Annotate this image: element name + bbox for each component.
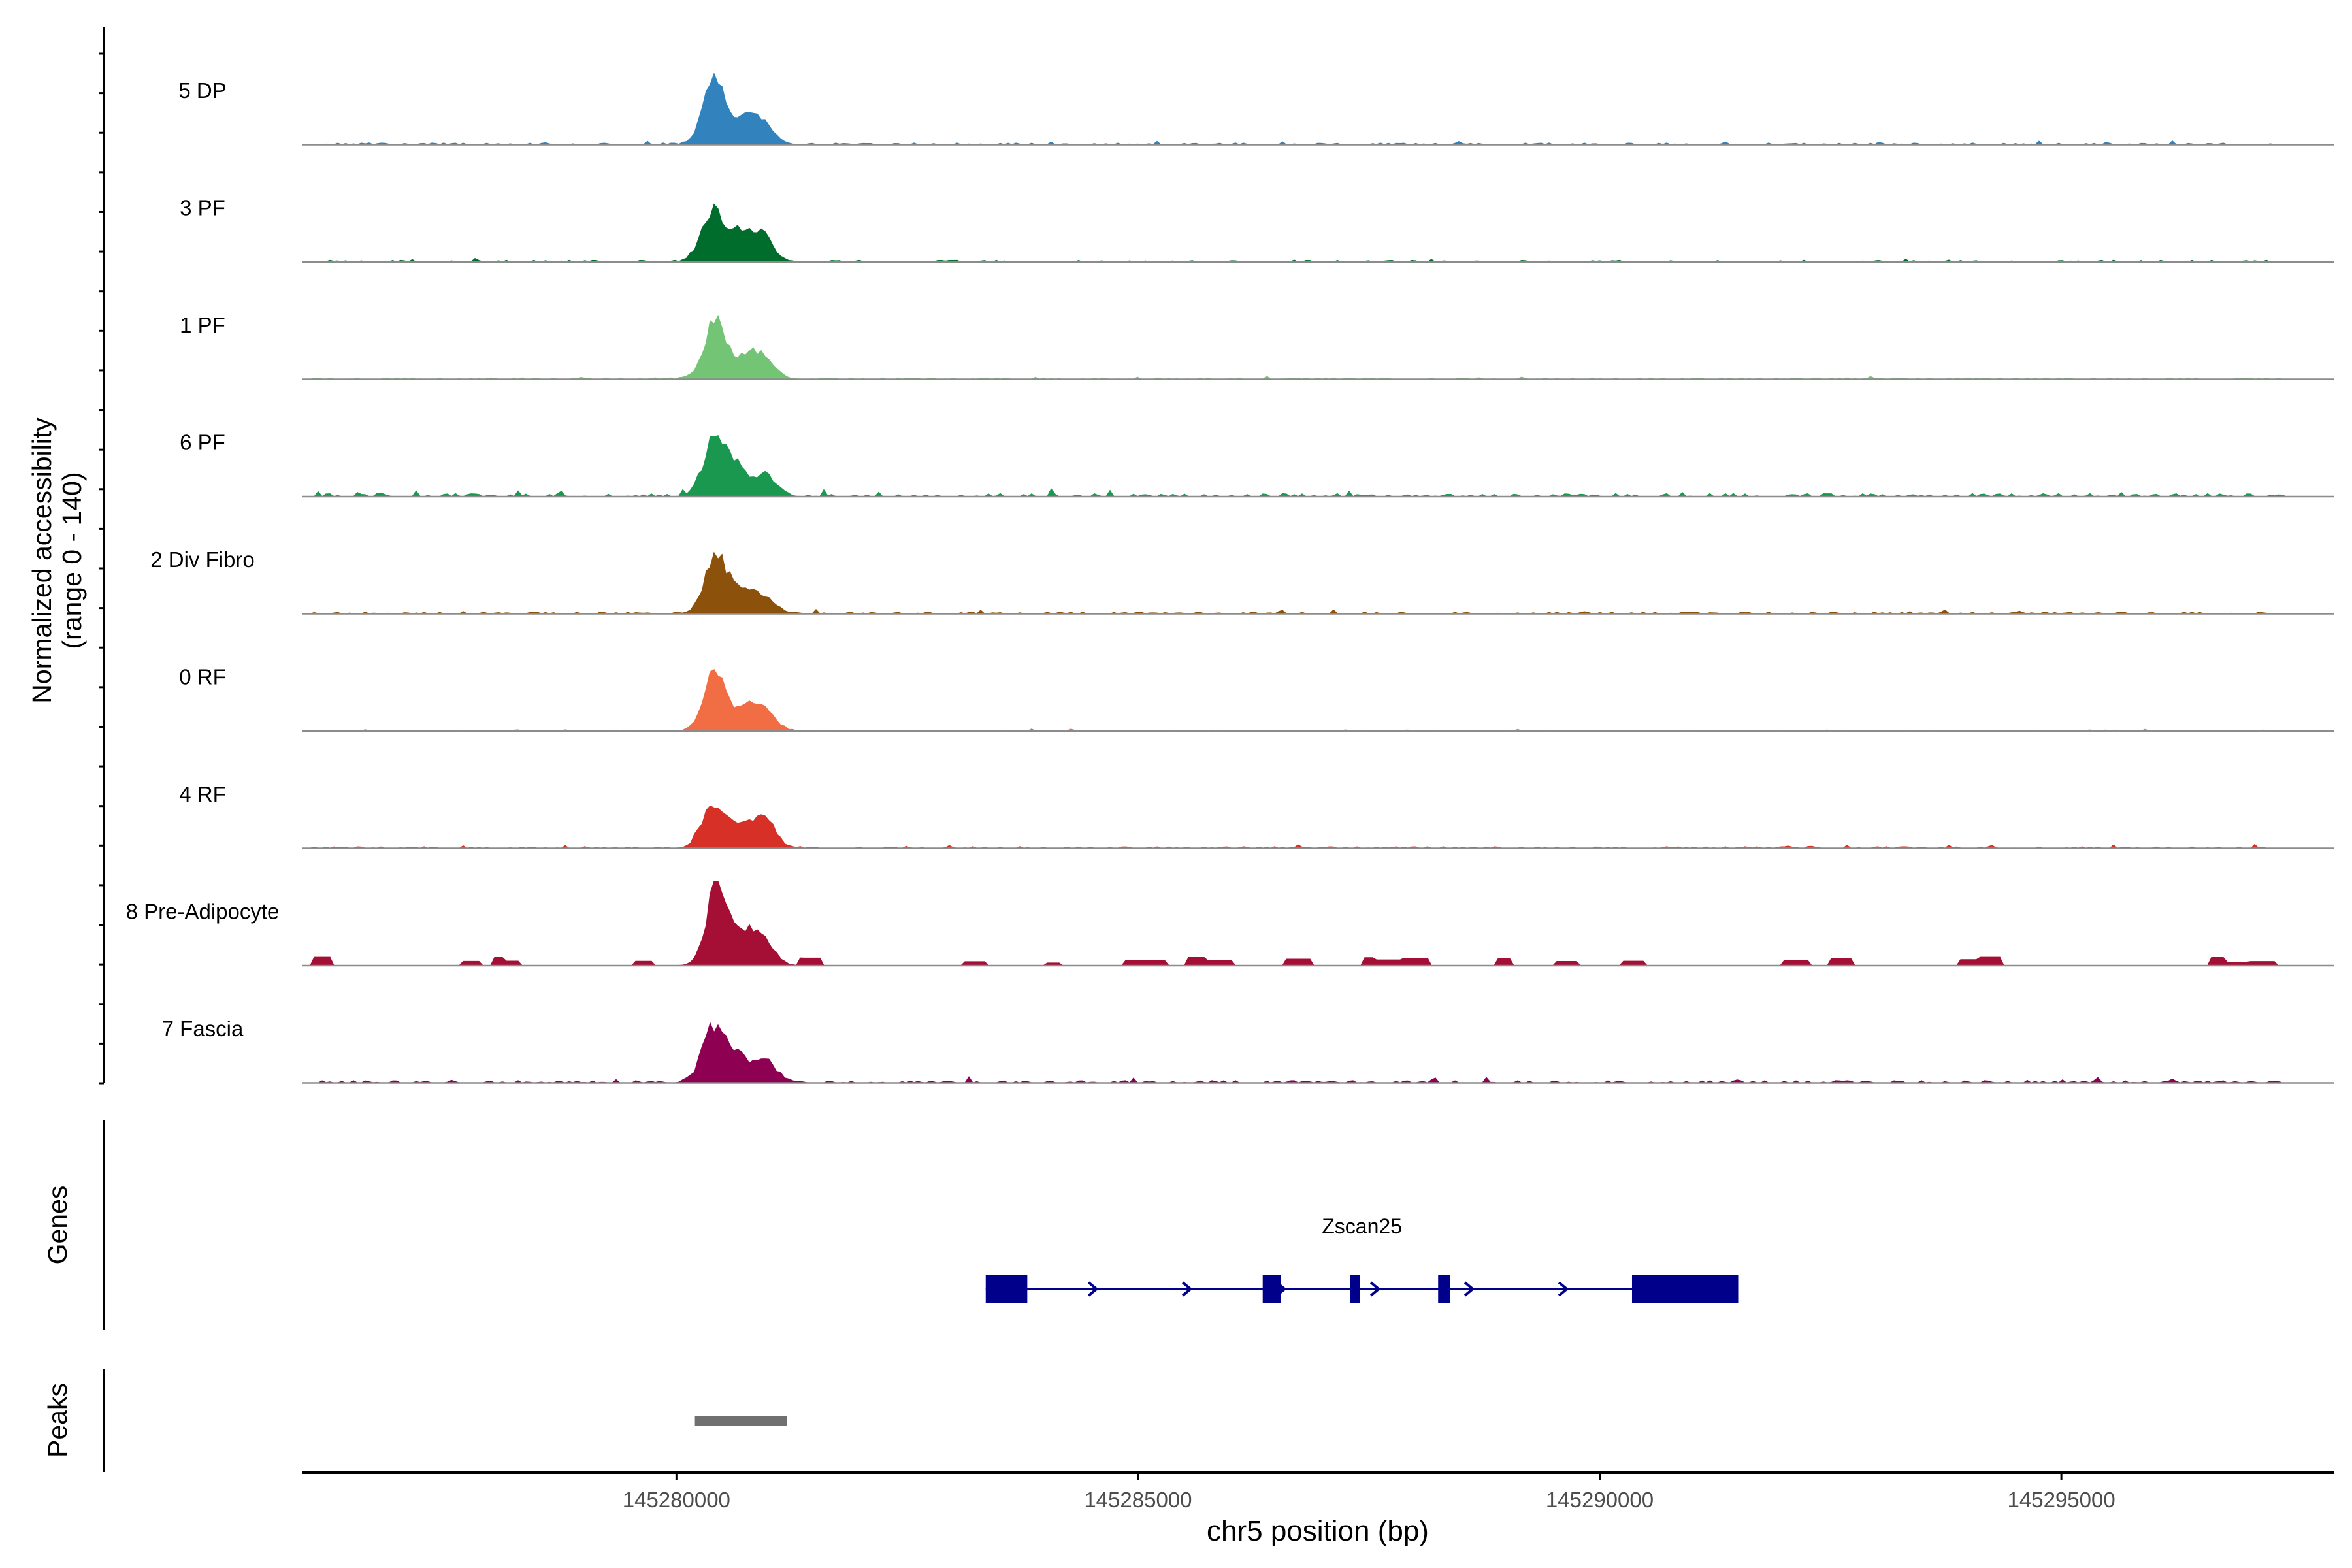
x-axis-tick-label: 145285000 xyxy=(1084,1488,1192,1512)
x-axis-tick-label: 145295000 xyxy=(2008,1488,2115,1512)
gene-name-label: Zscan25 xyxy=(1322,1215,1402,1238)
track-label: 6 PF xyxy=(180,431,225,455)
track-label: 3 PF xyxy=(180,196,225,220)
gene-exon xyxy=(1631,1275,1739,1303)
track-2-div-fibro: 2 Div Fibro xyxy=(150,547,2334,615)
strand-arrow xyxy=(1088,1281,1099,1297)
track-1-pf: 1 PF xyxy=(180,313,2334,380)
x-axis-tick-label: 145290000 xyxy=(1546,1488,1654,1512)
gene-exon xyxy=(1262,1275,1281,1303)
track-label: 7 Fascia xyxy=(162,1017,244,1041)
x-axis-tick-label: 145280000 xyxy=(623,1488,730,1512)
genes-axis-title: Genes xyxy=(42,1186,73,1265)
peak-region xyxy=(694,1416,787,1426)
gene-exon xyxy=(1350,1275,1360,1303)
track-4-rf: 4 RF xyxy=(179,782,2334,849)
track-label: 4 RF xyxy=(179,782,226,806)
track-label: 1 PF xyxy=(180,313,225,337)
y-axis-title: Normalized accessibility xyxy=(27,417,57,704)
strand-arrow xyxy=(1369,1281,1381,1297)
y-axis-range-title: (range 0 - 140) xyxy=(57,472,87,649)
coverage-tracks: 5 DP 3 PF 1 PF 6 PF 2 Div Fibro 0 RF 4 RF 8 Pre… xyxy=(126,73,2334,1084)
x-axis: 145280000 145285000 145290000 145295000 xyxy=(623,1473,2115,1512)
track-7-fascia: 7 Fascia xyxy=(162,1017,2334,1084)
gene-zscan25: Zscan25 xyxy=(985,1215,1739,1303)
gene-exon xyxy=(1438,1275,1450,1303)
strand-arrow xyxy=(1182,1281,1193,1297)
gene-exon xyxy=(985,1275,1028,1303)
track-label: 2 Div Fibro xyxy=(150,547,255,572)
y-axis xyxy=(99,27,105,1085)
track-label: 5 DP xyxy=(178,78,226,103)
track-8-pre-adipocyte: 8 Pre-Adipocyte xyxy=(126,881,2334,967)
track-3-pf: 3 PF xyxy=(180,196,2334,263)
strand-arrow xyxy=(1558,1281,1569,1297)
track-6-pf: 6 PF xyxy=(180,431,2334,498)
strand-arrow xyxy=(1463,1281,1475,1297)
track-0-rf: 0 RF xyxy=(179,665,2334,732)
track-label: 8 Pre-Adipocyte xyxy=(126,900,280,924)
peaks-axis-title: Peaks xyxy=(42,1383,73,1458)
track-label: 0 RF xyxy=(179,665,226,689)
gene-track: Zscan25 xyxy=(985,1215,1739,1303)
peak-track xyxy=(694,1416,787,1426)
track-5-dp: 5 DP xyxy=(178,73,2334,146)
x-axis-title: chr5 position (bp) xyxy=(1207,1515,1429,1547)
